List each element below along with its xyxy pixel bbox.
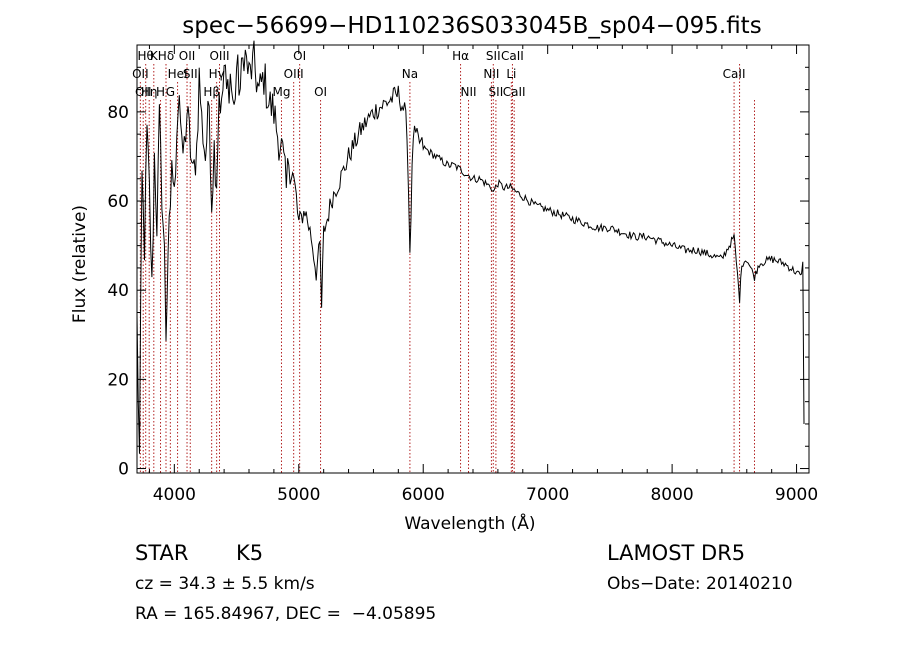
x-tick-label: 7000 [526, 485, 569, 505]
line-marker-label: NII [460, 85, 476, 99]
chart-title: spec−56699−HD110236S033045B_sp04−095.fit… [182, 13, 761, 39]
coordinates: RA = 165.84967, DEC = −4.05895 [135, 604, 437, 624]
x-axis-ticks: 4000 5000 6000 7000 8000 9000 [148, 45, 818, 505]
line-marker-label: CaII [503, 85, 526, 99]
line-marker-label: G [166, 85, 175, 99]
redshift-value: cz = 34.3 ± 5.5 km/s [135, 574, 315, 594]
line-marker-label: OII [135, 85, 152, 99]
observation-date: Obs−Date: 20140210 [607, 574, 793, 594]
line-marker-label: H [156, 85, 165, 99]
x-tick-label: 5000 [277, 485, 320, 505]
x-axis-label: Wavelength (Å) [404, 512, 535, 534]
line-marker-label: NII [483, 67, 499, 81]
line-marker-label: CaII [501, 49, 524, 63]
spectrum-line [136, 40, 805, 454]
object-subclass: K5 [236, 541, 264, 565]
object-type: STAR [135, 541, 189, 565]
x-tick-label: 4000 [153, 485, 196, 505]
line-marker-label: SII [486, 49, 501, 63]
line-marker-label: OIII [209, 49, 229, 63]
line-marker-label: Mg [272, 85, 290, 99]
y-axis-ticks: 0 20 40 60 80 [107, 66, 809, 480]
x-tick-label: 6000 [402, 485, 445, 505]
line-marker-label: OII [179, 49, 196, 63]
line-marker-label: Hα [452, 49, 469, 63]
line-marker-label: CaII [723, 67, 746, 81]
line-marker-label: OI [293, 49, 306, 63]
line-marker-label: Hγ [209, 67, 225, 81]
plot-frame [136, 44, 810, 474]
y-tick-label: 60 [107, 192, 129, 212]
line-markers [139, 64, 755, 473]
line-marker-label: OII [132, 67, 149, 81]
line-marker-label: Hδ [158, 49, 174, 63]
line-marker-label: OIII [284, 67, 304, 81]
x-tick-label: 9000 [775, 485, 818, 505]
line-marker-label: Hη [141, 85, 158, 99]
y-axis-label: Flux (relative) [70, 205, 90, 323]
x-tick-label: 8000 [650, 485, 693, 505]
line-marker-label: OI [314, 85, 327, 99]
line-marker-label: SII [489, 85, 504, 99]
y-tick-label: 80 [107, 103, 129, 123]
line-marker-label: Na [402, 67, 418, 81]
line-marker-label: Hβ [203, 85, 220, 99]
line-marker-label: SII [183, 67, 198, 81]
line-marker-label: Hθ [138, 49, 154, 63]
y-tick-label: 20 [107, 370, 129, 390]
line-marker-label: Li [506, 67, 516, 81]
y-tick-label: 0 [118, 460, 129, 480]
y-tick-label: 40 [107, 281, 129, 301]
line-marker-label: K [150, 49, 159, 63]
survey-name: LAMOST DR5 [607, 541, 746, 565]
line-marker-label: HeI [168, 67, 188, 81]
